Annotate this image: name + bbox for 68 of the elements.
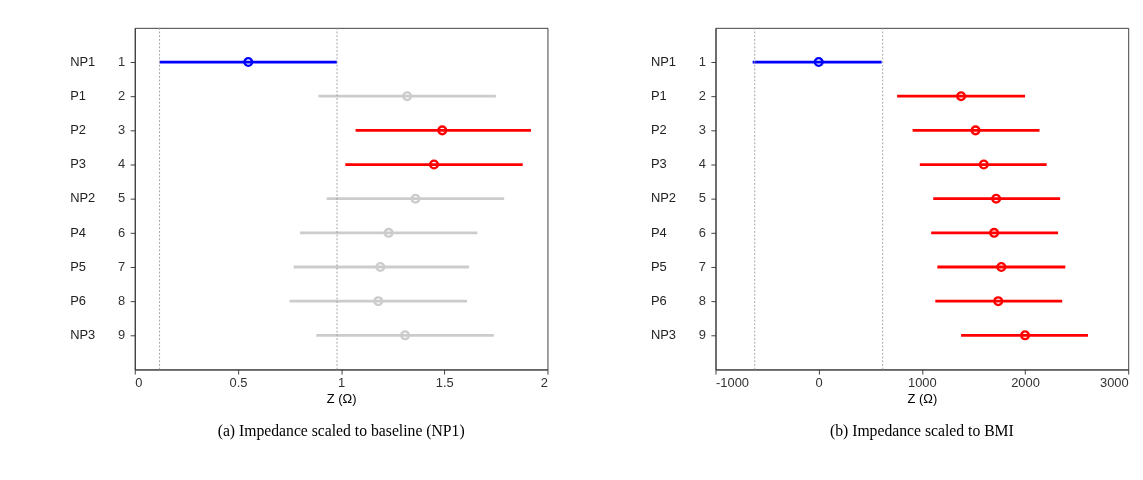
point [373,296,384,307]
y-tick-label: 7 [117,258,126,274]
point [970,125,981,136]
text: P4 [70,224,86,240]
text: P6 [70,292,86,308]
text: NP1 [70,53,96,69]
text: NP3 [70,327,96,343]
text: P4 [650,224,667,240]
x-tick-label: 3000 [1099,374,1129,390]
y-tick-label: 6 [698,224,706,240]
text: P5 [70,258,86,274]
point [400,330,411,341]
text: P2 [650,122,667,138]
y-tick-label: 9 [698,327,706,343]
text: P1 [650,87,667,103]
x-tick-label: 2 [540,374,548,390]
y-tick-label: 3 [698,122,706,138]
text: (a) Impedance scaled to baseline (NP1) [217,421,465,440]
y-tick-label: 8 [117,292,126,308]
y-tick-label: 3 [117,122,126,138]
text: NP3 [650,327,677,343]
x-tick-label: 0 [135,374,143,390]
point [993,296,1004,307]
point [996,261,1007,273]
text: P3 [70,156,86,172]
x-tick-label: -1000 [715,374,750,390]
point [402,91,413,102]
y-tick-label: 9 [117,327,126,343]
point [989,227,1000,238]
x-tick-label: 1 [338,374,346,390]
y-tick-label: 8 [698,292,706,308]
point [243,57,254,68]
point [437,125,448,136]
text: NP2 [70,190,96,206]
text: P6 [650,292,667,308]
y-tick-label: 6 [117,224,126,240]
point [978,159,989,170]
x-tick-label: 0.5 [229,374,248,390]
point [375,261,386,273]
text: NP2 [650,190,677,206]
y-tick-label: 1 [117,53,126,69]
text: P2 [70,122,86,138]
y-tick-label: 4 [698,156,706,172]
text: P5 [650,258,667,274]
y-tick-label: 4 [117,156,126,172]
x-tick-label: 1000 [907,374,937,390]
y-tick-label: 2 [698,87,706,103]
text: P1 [70,87,86,103]
y-tick-label: 5 [117,190,126,206]
point [410,193,421,204]
text: (b) Impedance scaled to BMI [829,421,1014,440]
x-axis-title: Z (Ω) [326,391,357,407]
point [383,227,394,238]
text: NP1 [650,53,677,69]
point [956,91,967,102]
text: P3 [650,156,667,172]
point [1020,330,1031,341]
y-tick-label: 1 [698,53,706,69]
x-tick-label: 2000 [1011,374,1040,390]
y-tick-label: 5 [698,190,706,206]
x-axis-title: Z (Ω) [907,391,938,407]
y-tick-label: 7 [698,258,706,274]
y-tick-label: 2 [117,87,126,103]
point [991,193,1002,204]
x-tick-label: 0 [815,374,823,390]
point [428,159,440,170]
x-tick-label: 1.5 [435,374,454,390]
point [813,57,824,68]
